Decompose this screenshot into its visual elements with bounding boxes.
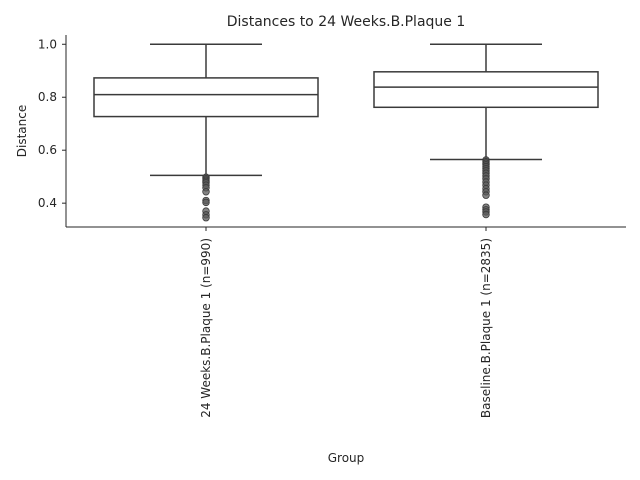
box-group — [373, 43, 599, 219]
boxes-group — [93, 43, 599, 222]
x-axis-label: Group — [328, 451, 365, 465]
y-axis-label: Distance — [15, 105, 29, 157]
iqr-box — [373, 71, 599, 109]
x-tick-label: 24 Weeks.B.Plaque 1 (n=990) — [199, 238, 213, 418]
y-tick-label: 1.0 — [38, 37, 57, 51]
outlier-point — [202, 188, 210, 196]
outlier-point — [202, 198, 210, 207]
iqr-box — [93, 77, 319, 118]
y-tick-label: 0.6 — [38, 143, 57, 157]
x-tick-label: Baseline.B.Plaque 1 (n=2835) — [479, 238, 493, 418]
y-tick-label: 0.4 — [38, 196, 57, 210]
y-tick-label: 0.8 — [38, 90, 57, 104]
outlier-point — [482, 191, 490, 199]
y-axis-ticks: 0.4 0.6 0.8 1.0 — [38, 37, 66, 210]
chart-title: Distances to 24 Weeks.B.Plaque 1 — [227, 14, 466, 30]
x-axis-ticks: 24 Weeks.B.Plaque 1 (n=990) Baseline.B.Pl… — [199, 227, 493, 418]
box-group — [93, 43, 319, 222]
outlier-point — [482, 210, 490, 219]
outlier-point — [202, 214, 210, 222]
